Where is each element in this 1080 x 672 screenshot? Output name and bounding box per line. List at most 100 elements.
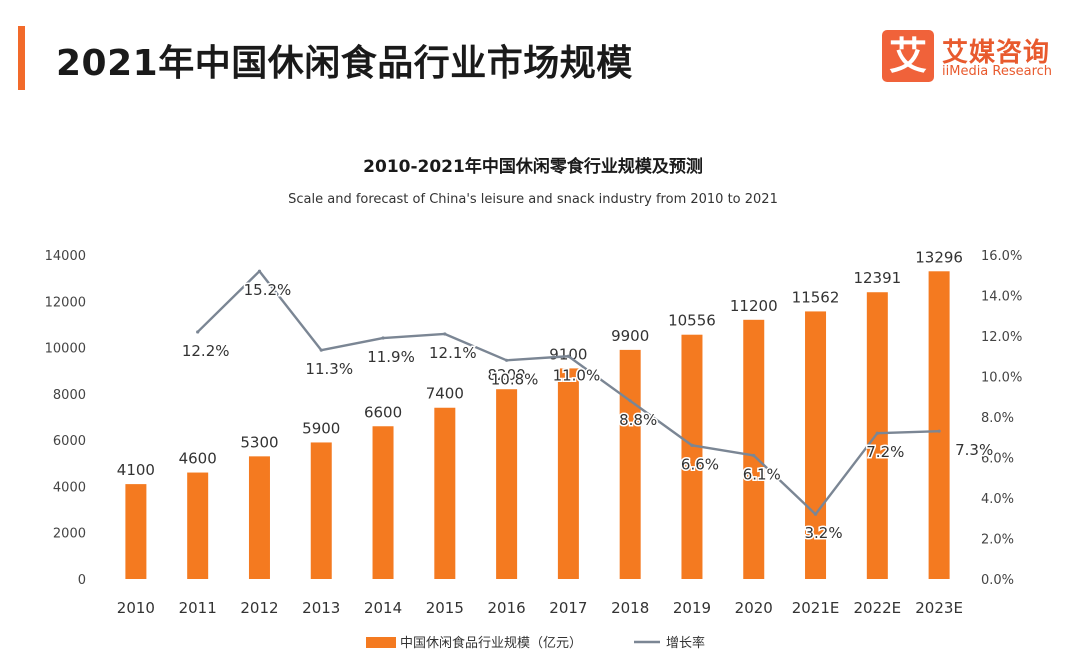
- growth-point-2015: [443, 332, 447, 336]
- bar-2023E: [928, 271, 950, 579]
- right-axis-tick-label: 14.0%: [981, 290, 1022, 305]
- chart-legend: 中国休闲食品行业规模（亿元） 增长率: [366, 635, 705, 651]
- bar-2017: [557, 368, 579, 579]
- bar-2015: [434, 407, 456, 579]
- growth-rate-labels: 12.2% 15.2% 11.3% 11.9% 12.1% 10.8% 11.0% 8.8% 6…: [180, 280, 994, 544]
- bar-value-label: 13296: [915, 248, 963, 266]
- growth-rate-label: 7.2%: [866, 443, 904, 461]
- page-title: 2021年中国休闲食品行业市场规模: [56, 43, 633, 84]
- x-axis-tick-label: 2022E: [853, 599, 901, 617]
- x-axis-tick-label: 2016: [488, 599, 526, 617]
- logo-name-en: iiMedia Research: [942, 64, 1053, 79]
- bar-2012: [248, 456, 270, 579]
- growth-point-2017: [566, 354, 570, 358]
- x-axis-tick-label: 2023E: [915, 599, 963, 617]
- x-axis-ticks: 2010 2011 2012 2013 2014 2015 2016 2017 2018 2019…: [117, 599, 963, 617]
- x-axis-tick-label: 2013: [302, 599, 340, 617]
- bar-value-labels: 4100 4600 5300 5900 6600 7400 8200 9100 9900 1055…: [117, 248, 963, 479]
- growth-rate-label: 10.8%: [491, 370, 539, 388]
- bar-value-label: 9100: [549, 345, 587, 363]
- bar-value-label: 6600: [364, 403, 402, 421]
- legend-bar-swatch: [366, 637, 396, 648]
- right-axis-tick-label: 8.0%: [981, 411, 1014, 426]
- chart-title: 2010-2021年中国休闲零食行业规模及预测: [363, 156, 703, 177]
- growth-point-2023E: [937, 429, 941, 433]
- right-axis-tick-label: 0.0%: [981, 573, 1014, 588]
- bar-value-label: 5300: [240, 433, 278, 451]
- growth-point-2018: [628, 399, 632, 403]
- right-axis-tick-label: 2.0%: [981, 533, 1014, 548]
- right-axis-tick-label: 12.0%: [981, 330, 1022, 345]
- bar-value-label: 5900: [302, 419, 340, 437]
- chart-subtitle: Scale and forecast of China's leisure an…: [288, 192, 778, 207]
- growth-point-2011: [196, 330, 200, 334]
- left-axis-ticks: 0 2000 4000 6000 8000 10000 12000 14000: [45, 249, 86, 588]
- bar-value-label: 11200: [730, 297, 778, 315]
- growth-point-2022E: [875, 431, 879, 435]
- iimedia-logo: 艾 艾媒咨询 iiMedia Research: [882, 30, 1062, 86]
- bar-2020: [743, 319, 765, 579]
- bar-value-label: 4100: [117, 461, 155, 479]
- x-axis-tick-label: 2015: [426, 599, 464, 617]
- left-axis-tick-label: 10000: [45, 342, 86, 357]
- growth-point-2020: [752, 453, 756, 458]
- bar-2022E: [866, 292, 888, 579]
- left-axis-tick-label: 6000: [53, 434, 86, 449]
- left-axis-tick-label: 2000: [53, 527, 86, 542]
- x-axis-tick-label: 2014: [364, 599, 402, 617]
- left-axis-tick-label: 4000: [53, 480, 86, 495]
- growth-point-2012: [257, 269, 262, 273]
- left-axis-tick-label: 8000: [53, 388, 86, 403]
- growth-point-2016: [505, 358, 509, 362]
- bar-2016: [496, 389, 518, 579]
- growth-point-2013: [319, 348, 323, 352]
- left-axis-tick-label: 14000: [45, 249, 86, 264]
- bar-series: [125, 271, 950, 579]
- growth-point-2021E: [813, 512, 818, 516]
- growth-rate-label: 6.1%: [743, 465, 781, 483]
- x-axis-tick-label: 2017: [549, 599, 587, 617]
- bar-value-label: 9900: [611, 327, 649, 345]
- bar-value-label: 12391: [853, 269, 901, 287]
- growth-rate-label: 12.2%: [182, 342, 230, 360]
- growth-rate-label: 6.6%: [681, 455, 719, 473]
- right-axis-tick-label: 6.0%: [981, 452, 1014, 467]
- right-axis-tick-label: 16.0%: [981, 249, 1022, 264]
- title-accent-bar: [18, 26, 25, 90]
- bar-value-label: 11562: [792, 288, 840, 306]
- left-axis-tick-label: 0: [78, 573, 86, 588]
- bar-2013: [310, 442, 332, 579]
- growth-rate-label: 8.8%: [619, 411, 657, 429]
- logo-mark: 艾: [882, 30, 934, 82]
- bar-2010: [125, 484, 147, 579]
- bar-2014: [372, 426, 394, 579]
- growth-rate-label: 3.2%: [804, 524, 842, 542]
- growth-rate-label: 11.0%: [553, 366, 601, 384]
- x-axis-tick-label: 2019: [673, 599, 711, 617]
- x-axis-tick-label: 2018: [611, 599, 649, 617]
- logo-name-cn: 艾媒咨询: [942, 38, 1051, 68]
- growth-rate-label: 11.9%: [367, 348, 415, 366]
- growth-point-2014: [381, 336, 385, 340]
- right-axis-tick-label: 4.0%: [981, 492, 1014, 507]
- x-axis-tick-label: 2011: [179, 599, 217, 617]
- growth-rate-label: 11.3%: [305, 360, 353, 378]
- growth-rate-label: 12.1%: [429, 344, 477, 362]
- bar-value-label: 8200: [488, 366, 526, 384]
- right-axis-ticks: 0.0% 2.0% 4.0% 6.0% 8.0% 10.0% 12.0% 14.0% 16.0%: [981, 249, 1022, 588]
- bar-value-label: 10556: [668, 312, 716, 330]
- bar-2018: [619, 349, 641, 579]
- growth-line-series: [196, 269, 941, 516]
- legend-bar-label: 中国休闲食品行业规模（亿元）: [400, 635, 582, 651]
- growth-point-2019: [690, 443, 694, 447]
- bar-2021E: [805, 311, 827, 579]
- x-axis-tick-label: 2021E: [792, 599, 840, 617]
- growth-rate-label: 7.3%: [955, 441, 993, 459]
- right-axis-tick-label: 10.0%: [981, 371, 1022, 386]
- bar-value-label: 4600: [179, 450, 217, 468]
- x-axis-tick-label: 2012: [240, 599, 278, 617]
- bar-2011: [187, 472, 209, 579]
- growth-rate-label: 15.2%: [244, 281, 292, 299]
- x-axis-tick-label: 2010: [117, 599, 155, 617]
